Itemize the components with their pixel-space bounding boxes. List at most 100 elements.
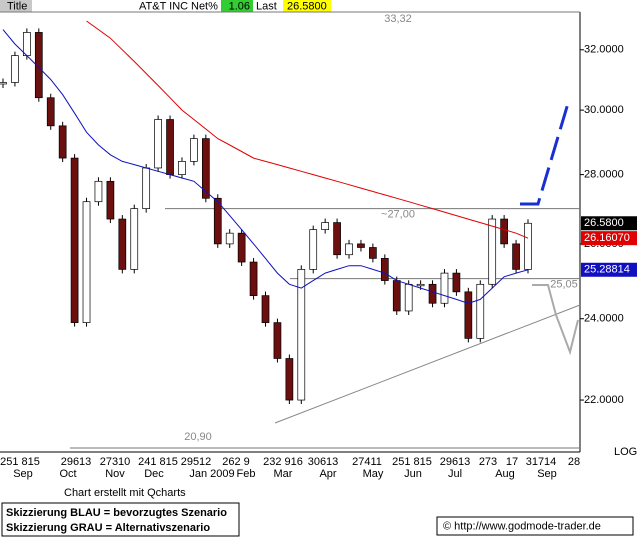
level-label: ~27,00: [381, 209, 415, 221]
x-day-label: 251 815: [0, 456, 40, 468]
candle: [309, 229, 318, 270]
y-tick-label: 24.0000: [584, 313, 624, 325]
last-label: Last: [256, 0, 277, 12]
candle: [345, 243, 353, 256]
x-day-label: 262 9: [222, 456, 250, 468]
x-day-label: 251 815: [392, 456, 432, 468]
legend-blue: Skizzierung BLAU = bevorzugtes Szenario: [6, 507, 227, 519]
x-month-label: Nov: [105, 468, 125, 480]
url[interactable]: © http://www.godmode-trader.de: [443, 520, 601, 532]
candle: [261, 295, 270, 323]
level-label: 20,90: [184, 431, 212, 443]
candle: [524, 222, 532, 270]
candle: [118, 218, 127, 270]
x-day-label: 241 815: [138, 456, 178, 468]
x-day-label: 27310: [100, 456, 131, 468]
last-value: 26.5800: [287, 0, 327, 12]
candle: [154, 119, 162, 169]
gray-scenario: [532, 284, 579, 356]
candle: [476, 283, 485, 339]
net-box: [221, 0, 253, 12]
line-series: [2, 29, 529, 304]
x-month-label: Oct: [59, 468, 76, 480]
last-value-label: 25.28814: [584, 264, 630, 276]
x-day-label: 29613: [440, 456, 471, 468]
line-series: [86, 20, 529, 239]
candle: [369, 247, 377, 259]
candle: [428, 283, 437, 304]
candle: [82, 201, 91, 323]
x-day-label: 31714: [526, 456, 557, 468]
candle: [106, 180, 115, 220]
x-month-label: Sep: [537, 468, 557, 480]
x-month-label: Jun: [404, 468, 422, 480]
candle: [190, 138, 198, 162]
candle: [130, 208, 139, 270]
x-month-label: Jan 2009: [189, 468, 234, 480]
x-day-label: 27411: [352, 456, 382, 468]
candle: [380, 258, 389, 281]
y-tick-label: 30.0000: [584, 104, 624, 116]
candle: [285, 358, 294, 401]
x-month-label: Mar: [274, 468, 293, 480]
candle: [58, 125, 67, 159]
candle: [166, 119, 174, 175]
x-month-label: Jul: [448, 468, 462, 480]
candle: [512, 243, 520, 270]
candle: [201, 138, 210, 199]
last-box: [283, 0, 331, 12]
x-month-label: Feb: [237, 468, 256, 480]
x-day-label: 29512: [181, 456, 212, 468]
candle: [94, 180, 103, 203]
legend-gray: Skizzierung GRAU = Alternativszenario: [6, 522, 210, 534]
legend-box: [1, 502, 240, 537]
candle: [321, 222, 330, 230]
candle: [297, 269, 306, 401]
candle: [178, 161, 186, 175]
candle: [142, 167, 151, 209]
last-value-box: [581, 216, 637, 231]
candle: [452, 272, 461, 293]
candle: [416, 283, 425, 287]
title-tab-text: Title: [7, 0, 27, 12]
url-box[interactable]: [436, 516, 634, 536]
x-day-label: 232 916: [263, 456, 303, 468]
y-tick-label: 28.0000: [584, 169, 624, 181]
level-label: 25,05: [550, 279, 578, 291]
x-day-label: 273: [479, 456, 497, 468]
candle: [500, 218, 508, 245]
candle: [0, 82, 7, 85]
x-day-label: 17: [506, 456, 518, 468]
net-value: 1.06: [229, 0, 250, 12]
candle: [11, 55, 19, 83]
last-value-label: 26.5800: [584, 217, 624, 229]
candle: [34, 32, 43, 99]
trend-line: [274, 304, 581, 424]
level-label: 33,32: [384, 13, 412, 25]
x-month-label: Aug: [495, 468, 515, 480]
x-day-label: 28: [568, 456, 580, 468]
x-month-label: Dec: [144, 468, 164, 480]
credit: Chart erstellt mit Qcharts: [64, 487, 186, 499]
x-month-label: May: [363, 468, 384, 480]
title-tab[interactable]: [0, 0, 32, 12]
scale-label: LOG: [614, 446, 637, 458]
y-tick-label: 32.0000: [584, 44, 624, 56]
candle: [70, 157, 79, 323]
candle: [273, 322, 282, 359]
candle: [357, 243, 365, 248]
last-value-box: [581, 262, 637, 277]
x-day-label: 29613: [61, 456, 92, 468]
last-value-label: 26.16070: [584, 232, 630, 244]
candle: [249, 261, 258, 296]
y-tick-label: 22.0000: [584, 394, 624, 406]
candle: [333, 222, 341, 256]
plot: 22.000024.000026.000028.000030.000032.00…: [0, 11, 637, 480]
candle: [23, 32, 31, 56]
candle: [46, 97, 55, 127]
candle: [404, 283, 413, 312]
last-value-box: [581, 231, 637, 246]
x-month-label: Apr: [319, 468, 336, 480]
candle: [225, 232, 234, 245]
